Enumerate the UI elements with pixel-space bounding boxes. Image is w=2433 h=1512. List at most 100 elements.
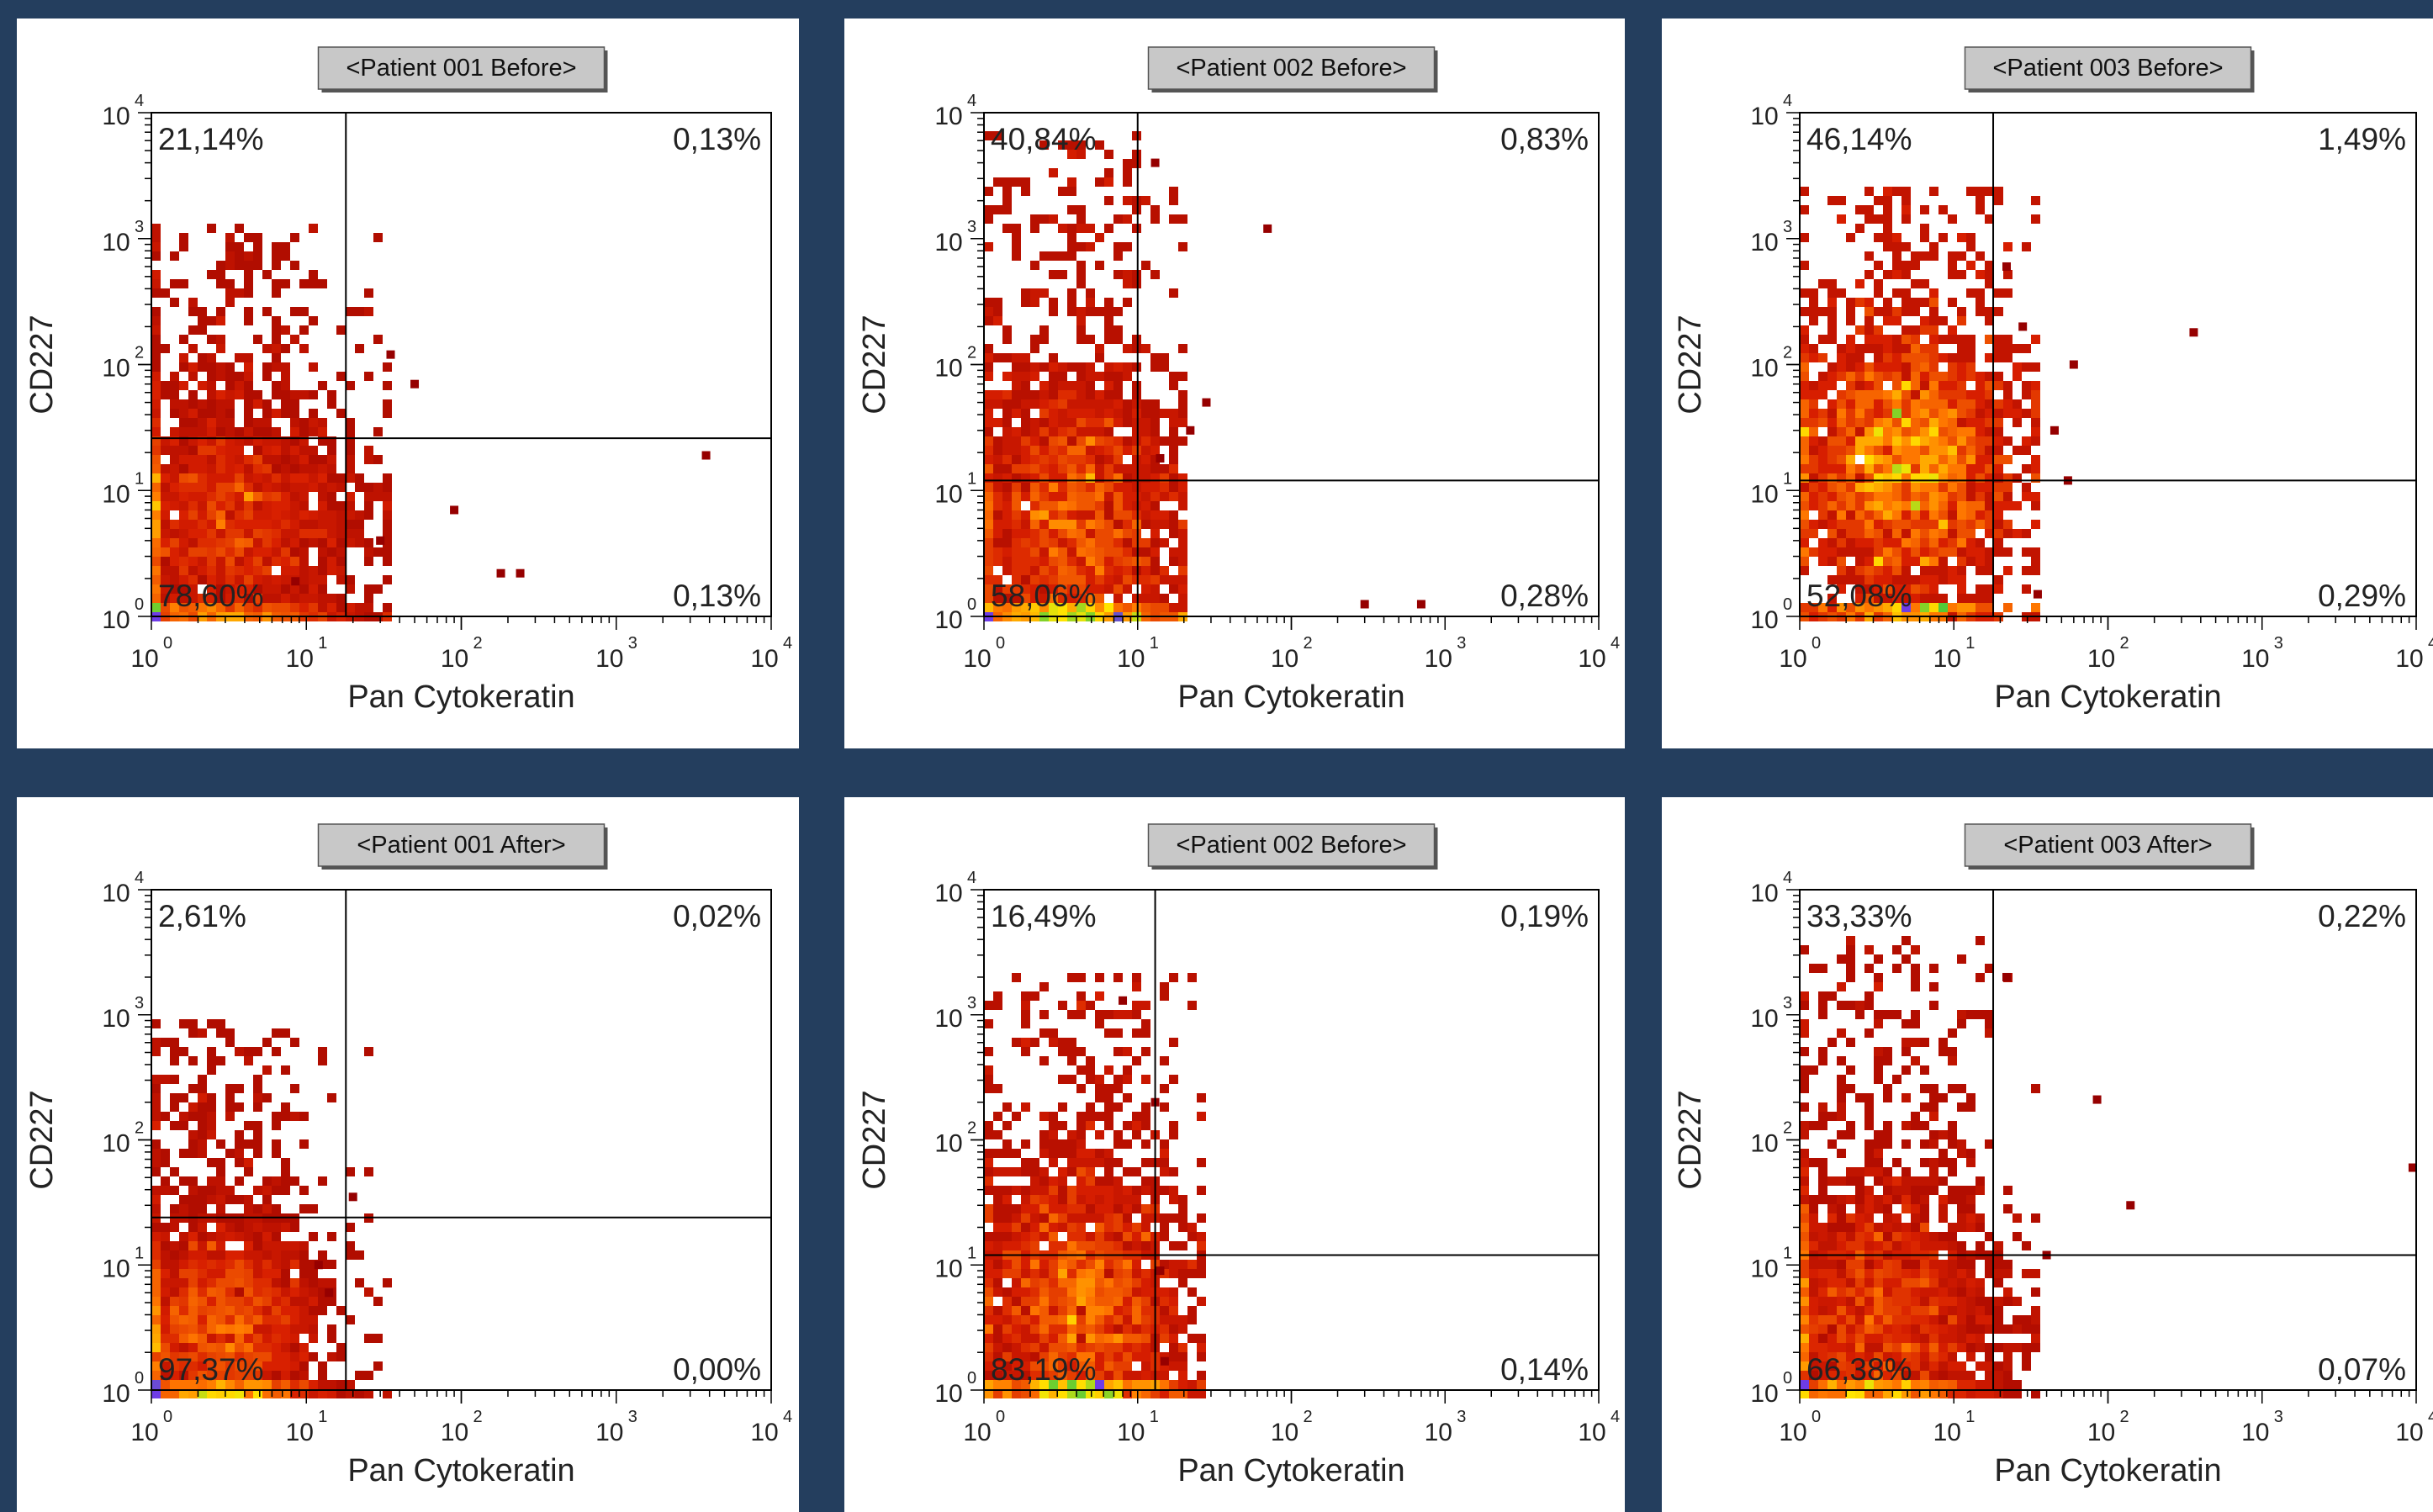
density-bin: [170, 483, 179, 492]
density-bin: [1150, 538, 1160, 547]
density-bin: [198, 557, 207, 566]
density-bin: [1086, 566, 1095, 575]
density-bin: [1049, 1149, 1058, 1158]
density-bin: [1141, 427, 1150, 436]
density-bin: [1095, 1380, 1104, 1389]
density-bin: [1911, 1241, 1920, 1250]
density-bin: [1883, 307, 1892, 316]
density-bin: [1994, 1315, 2003, 1324]
density-bin: [207, 1278, 216, 1287]
density-bin: [1104, 1343, 1113, 1352]
density-bin: [1132, 1343, 1141, 1352]
density-bin: [244, 1139, 253, 1149]
density-bin: [984, 575, 993, 584]
density-bin: [993, 1334, 1002, 1343]
density-bin: [2031, 557, 2040, 566]
density-bin: [2031, 390, 2040, 399]
density-bin: [1994, 575, 2003, 584]
density-bin: [1049, 436, 1058, 446]
density-bin: [1021, 1315, 1030, 1324]
density-bin: [1169, 1287, 1178, 1297]
density-bin: [1994, 1380, 2003, 1389]
density-bin: [1049, 557, 1058, 566]
density-bin: [235, 436, 244, 446]
density-bin: [1874, 1232, 1883, 1241]
density-bin: [1800, 547, 1809, 557]
density-bin: [151, 353, 161, 362]
density-bin: [1985, 409, 1994, 418]
density-bin: [1095, 1195, 1104, 1204]
density-bin: [1966, 1380, 1975, 1389]
density-bin: [1039, 584, 1049, 594]
outlier-event: [291, 577, 300, 586]
density-bin: [216, 1176, 225, 1186]
density-bin: [1076, 584, 1086, 594]
density-bin: [1911, 381, 1920, 390]
density-bin: [1012, 224, 1021, 233]
y-tick-label-exponent: 4: [967, 869, 976, 887]
density-bin: [1929, 1158, 1938, 1167]
density-bin: [984, 307, 993, 316]
density-bin: [1058, 1315, 1067, 1324]
density-bin: [1837, 1176, 1846, 1186]
density-bin: [1104, 557, 1113, 566]
density-bin: [207, 473, 216, 483]
density-bin: [170, 1343, 179, 1352]
density-bin: [1920, 1324, 1929, 1334]
density-bin: [161, 1371, 170, 1380]
density-bin: [1076, 1139, 1086, 1149]
density-bin: [1067, 150, 1076, 159]
event-density-layer: [1800, 187, 2198, 621]
density-bin: [1123, 1297, 1132, 1306]
density-bin: [1892, 409, 1901, 418]
density-bin: [1874, 1241, 1883, 1250]
density-bin: [299, 594, 309, 603]
density-bin: [1104, 483, 1113, 492]
density-bin: [225, 1038, 235, 1047]
density-bin: [170, 1038, 179, 1047]
density-bin: [1113, 1380, 1123, 1389]
density-bin: [1076, 409, 1086, 418]
density-bin: [1920, 464, 1929, 473]
density-bin: [1086, 242, 1095, 251]
density-bin: [1113, 1176, 1123, 1186]
density-bin: [1883, 1213, 1892, 1223]
density-bin: [1938, 409, 1948, 418]
density-bin: [235, 520, 244, 529]
density-bin: [1948, 1324, 1957, 1334]
density-bin: [993, 1278, 1002, 1287]
density-bin: [1975, 427, 1985, 436]
density-bin: [1132, 1287, 1141, 1297]
plot-svg: <Patient 001 Before>10010010110110210210…: [24, 46, 792, 715]
x-tick-label-base: 10: [750, 1419, 778, 1446]
density-bin: [151, 418, 161, 427]
density-bin: [1104, 1112, 1113, 1121]
density-bin: [1012, 1389, 1021, 1398]
density-bin: [1809, 501, 1818, 510]
density-bin: [1827, 464, 1837, 473]
density-bin: [1012, 1287, 1021, 1297]
density-bin: [179, 1241, 188, 1250]
density-bin: [170, 538, 179, 547]
density-bin: [1132, 1232, 1141, 1241]
density-bin: [1021, 464, 1030, 473]
density-bin: [993, 501, 1002, 510]
density-bin: [1049, 501, 1058, 510]
density-bin: [1883, 316, 1892, 325]
density-bin: [1948, 325, 1957, 335]
density-bin: [1975, 464, 1985, 473]
density-bin: [1160, 1334, 1169, 1343]
density-bin: [1132, 159, 1141, 168]
density-bin: [1076, 1389, 1086, 1398]
density-bin: [984, 1186, 993, 1195]
density-bin: [198, 1084, 207, 1093]
density-bin: [235, 1176, 244, 1186]
density-bin: [290, 473, 299, 483]
density-bin: [1864, 964, 1874, 973]
density-bin: [984, 362, 993, 372]
density-bin: [281, 1389, 290, 1398]
density-bin: [1892, 1260, 1901, 1269]
density-bin: [1892, 594, 1901, 603]
density-bin: [327, 1278, 336, 1287]
density-bin: [1095, 1371, 1104, 1380]
